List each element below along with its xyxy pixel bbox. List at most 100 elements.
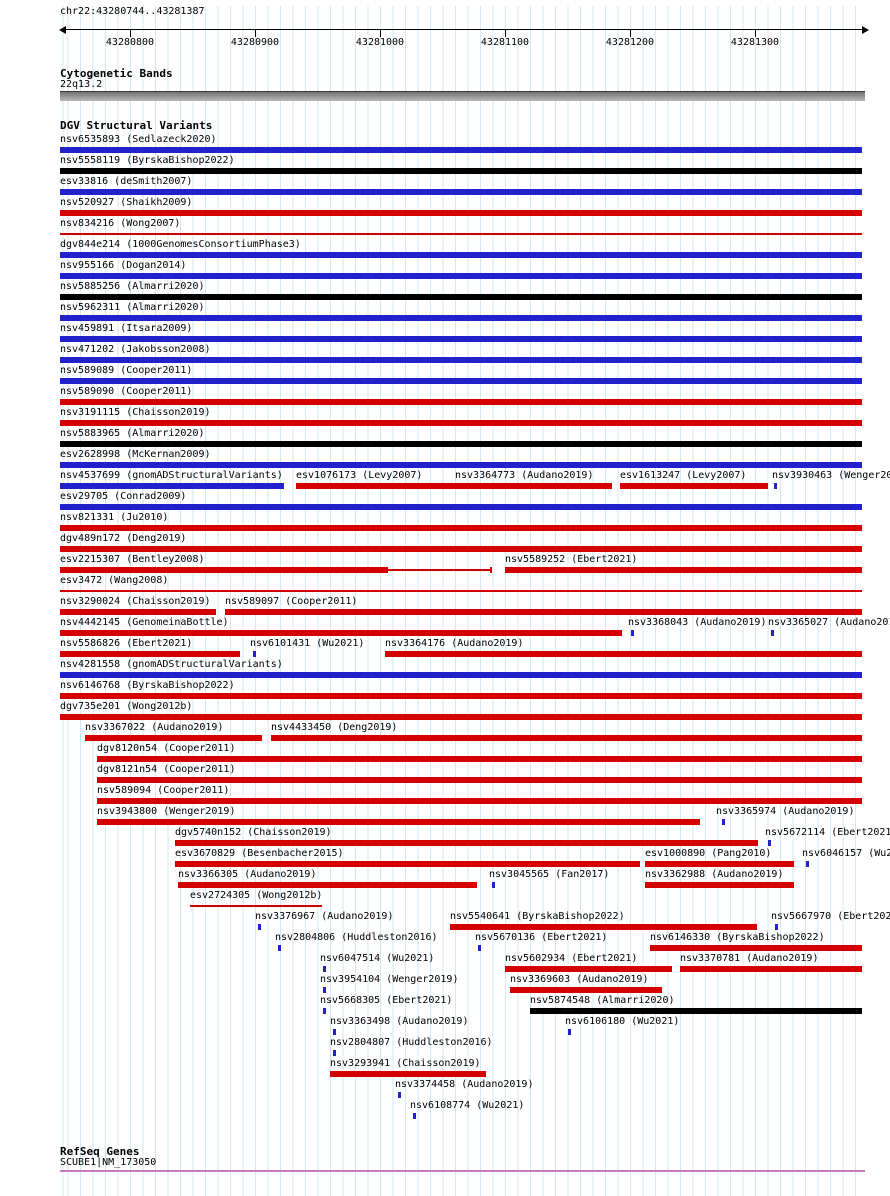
variant-bar[interactable] <box>645 861 794 867</box>
variant-line[interactable] <box>190 905 322 907</box>
variant-tick[interactable] <box>323 1008 326 1014</box>
variant-bar[interactable] <box>60 651 240 657</box>
variant-label[interactable]: nsv6535893 (Sedlazeck2020) <box>60 134 217 145</box>
variant-label[interactable]: nsv5672114 (Ebert2021) <box>765 827 890 838</box>
variant-label[interactable]: nsv2804806 (Huddleston2016) <box>275 932 438 943</box>
ruler-right-arrow-icon[interactable] <box>862 26 869 34</box>
variant-bar[interactable] <box>60 399 862 405</box>
variant-label[interactable]: nsv4442145 (GenomeinaBottle) <box>60 617 229 628</box>
variant-bar[interactable] <box>60 462 862 468</box>
variant-bar[interactable] <box>645 882 794 888</box>
variant-bar[interactable] <box>60 441 862 447</box>
variant-bar[interactable] <box>450 924 757 930</box>
variant-label[interactable]: nsv834216 (Wong2007) <box>60 218 181 229</box>
variant-bar[interactable] <box>330 1071 486 1077</box>
variant-bar[interactable] <box>225 609 862 615</box>
variant-tick[interactable] <box>413 1113 416 1119</box>
variant-tick[interactable] <box>278 945 281 951</box>
variant-bar[interactable] <box>97 819 700 825</box>
variant-label[interactable]: nsv589094 (Cooper2011) <box>97 785 230 796</box>
variant-label[interactable]: nsv3362988 (Audano2019) <box>645 869 784 880</box>
variant-label[interactable]: nsv589089 (Cooper2011) <box>60 365 193 376</box>
variant-bar[interactable] <box>60 630 622 636</box>
variant-label[interactable]: nsv471202 (Jakobsson2008) <box>60 344 211 355</box>
variant-bar[interactable] <box>650 945 862 951</box>
variant-label[interactable]: esv3472 (Wang2008) <box>60 575 169 586</box>
variant-bar[interactable] <box>60 252 862 258</box>
variant-label[interactable]: esv33816 (deSmith2007) <box>60 176 193 187</box>
variant-tick[interactable] <box>398 1092 401 1098</box>
variant-tick[interactable] <box>258 924 261 930</box>
variant-tick[interactable] <box>568 1029 571 1035</box>
variant-label[interactable]: nsv5586826 (Ebert2021) <box>60 638 193 649</box>
variant-bar[interactable] <box>385 651 862 657</box>
variant-label[interactable]: nsv2804807 (Huddleston2016) <box>330 1037 493 1048</box>
variant-label[interactable]: nsv955166 (Dogan2014) <box>60 260 187 271</box>
variant-bar[interactable] <box>455 483 612 489</box>
variant-label[interactable]: dgv8121n54 (Cooper2011) <box>97 764 236 775</box>
variant-label[interactable]: nsv4433450 (Deng2019) <box>271 722 398 733</box>
variant-bar[interactable] <box>296 483 455 489</box>
variant-bar[interactable] <box>97 756 862 762</box>
variant-bar[interactable] <box>60 525 862 531</box>
variant-bar[interactable] <box>510 987 662 993</box>
variant-bar[interactable] <box>60 336 862 342</box>
variant-tick[interactable] <box>478 945 481 951</box>
variant-bar[interactable] <box>85 735 262 741</box>
variant-tick[interactable] <box>631 630 634 636</box>
variant-bar[interactable] <box>60 420 862 426</box>
variant-bar[interactable] <box>60 672 862 678</box>
variant-label[interactable]: esv1613247 (Levy2007) <box>620 470 747 481</box>
variant-bar[interactable] <box>60 147 862 153</box>
variant-label[interactable]: nsv3374458 (Audano2019) <box>395 1079 534 1090</box>
variant-bar[interactable] <box>175 861 640 867</box>
variant-bar[interactable] <box>97 798 862 804</box>
variant-label[interactable]: nsv589097 (Cooper2011) <box>225 596 358 607</box>
variant-bar[interactable] <box>60 357 862 363</box>
variant-bar[interactable] <box>97 777 862 783</box>
variant-label[interactable]: esv3670829 (Besenbacher2015) <box>175 848 344 859</box>
variant-label[interactable]: nsv6106180 (Wu2021) <box>565 1016 680 1027</box>
variant-tick[interactable] <box>774 483 777 489</box>
variant-bar[interactable] <box>60 714 862 720</box>
variant-label[interactable]: nsv3293941 (Chaisson2019) <box>330 1058 481 1069</box>
variant-tick[interactable] <box>253 651 256 657</box>
variant-label[interactable]: nsv3363498 (Audano2019) <box>330 1016 469 1027</box>
variant-label[interactable]: dgv844e214 (1000GenomesConsortiumPhase3) <box>60 239 301 250</box>
variant-label[interactable]: nsv589090 (Cooper2011) <box>60 386 193 397</box>
variant-label[interactable]: nsv3369603 (Audano2019) <box>510 974 649 985</box>
variant-bar[interactable] <box>60 210 862 216</box>
variant-label[interactable]: nsv6046157 (Wu2021) <box>802 848 890 859</box>
variant-label[interactable]: nsv3364773 (Audano2019) <box>455 470 594 481</box>
variant-label[interactable]: nsv5589252 (Ebert2021) <box>505 554 638 565</box>
variant-tick[interactable] <box>333 1029 336 1035</box>
variant-label[interactable]: nsv6108774 (Wu2021) <box>410 1100 525 1111</box>
variant-bar[interactable] <box>60 315 862 321</box>
variant-label[interactable]: nsv6047514 (Wu2021) <box>320 953 435 964</box>
variant-tick[interactable] <box>722 819 725 825</box>
variant-bar[interactable] <box>60 378 862 384</box>
variant-bar[interactable] <box>60 609 216 615</box>
variant-bar[interactable] <box>60 504 862 510</box>
variant-label[interactable]: nsv5667970 (Ebert2021) <box>771 911 890 922</box>
variant-bar[interactable] <box>60 693 862 699</box>
variant-label[interactable]: nsv5558119 (ByrskaBishop2022) <box>60 155 235 166</box>
variant-label[interactable]: nsv5540641 (ByrskaBishop2022) <box>450 911 625 922</box>
variant-label[interactable]: nsv5668305 (Ebert2021) <box>320 995 453 1006</box>
variant-label[interactable]: esv29705 (Conrad2009) <box>60 491 187 502</box>
variant-tick[interactable] <box>771 630 774 636</box>
variant-label[interactable]: nsv5670136 (Ebert2021) <box>475 932 608 943</box>
variant-label[interactable]: nsv3365027 (Audano2019) <box>768 617 890 628</box>
variant-label[interactable]: nsv5883965 (Almarri2020) <box>60 428 205 439</box>
variant-label[interactable]: nsv3943800 (Wenger2019) <box>97 806 236 817</box>
ruler-left-arrow-icon[interactable] <box>59 26 66 34</box>
variant-label[interactable]: nsv3367022 (Audano2019) <box>85 722 224 733</box>
variant-tick[interactable] <box>806 861 809 867</box>
variant-label[interactable]: nsv6146330 (ByrskaBishop2022) <box>650 932 825 943</box>
variant-tick[interactable] <box>768 840 771 846</box>
variant-bar[interactable] <box>178 882 477 888</box>
variant-bar[interactable] <box>271 735 862 741</box>
variant-bar[interactable] <box>60 546 862 552</box>
variant-bar[interactable] <box>60 294 862 300</box>
variant-bar[interactable] <box>505 567 862 573</box>
